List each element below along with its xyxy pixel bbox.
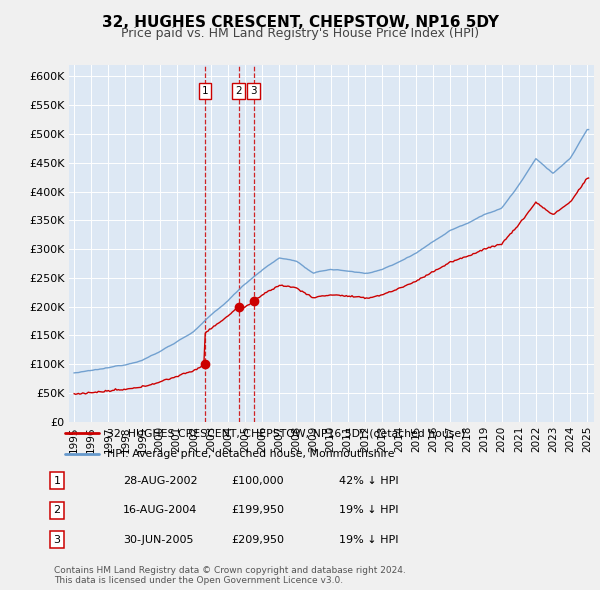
Text: 32, HUGHES CRESCENT, CHEPSTOW, NP16 5DY (detached house): 32, HUGHES CRESCENT, CHEPSTOW, NP16 5DY … xyxy=(107,428,465,438)
Text: 1: 1 xyxy=(202,86,208,96)
Text: 32, HUGHES CRESCENT, CHEPSTOW, NP16 5DY: 32, HUGHES CRESCENT, CHEPSTOW, NP16 5DY xyxy=(101,15,499,30)
Text: 3: 3 xyxy=(53,535,61,545)
Text: 2: 2 xyxy=(53,506,61,515)
Text: 3: 3 xyxy=(250,86,257,96)
Text: 2: 2 xyxy=(235,86,242,96)
Text: 16-AUG-2004: 16-AUG-2004 xyxy=(123,506,197,515)
Text: 19% ↓ HPI: 19% ↓ HPI xyxy=(339,535,398,545)
Text: HPI: Average price, detached house, Monmouthshire: HPI: Average price, detached house, Monm… xyxy=(107,450,394,460)
Text: £100,000: £100,000 xyxy=(231,476,284,486)
Text: 19% ↓ HPI: 19% ↓ HPI xyxy=(339,506,398,515)
Text: £209,950: £209,950 xyxy=(231,535,284,545)
Text: £199,950: £199,950 xyxy=(231,506,284,515)
Text: 42% ↓ HPI: 42% ↓ HPI xyxy=(339,476,398,486)
Text: 30-JUN-2005: 30-JUN-2005 xyxy=(123,535,193,545)
Text: Contains HM Land Registry data © Crown copyright and database right 2024.
This d: Contains HM Land Registry data © Crown c… xyxy=(54,566,406,585)
Text: 1: 1 xyxy=(53,476,61,486)
Text: Price paid vs. HM Land Registry's House Price Index (HPI): Price paid vs. HM Land Registry's House … xyxy=(121,27,479,40)
Text: 28-AUG-2002: 28-AUG-2002 xyxy=(123,476,197,486)
